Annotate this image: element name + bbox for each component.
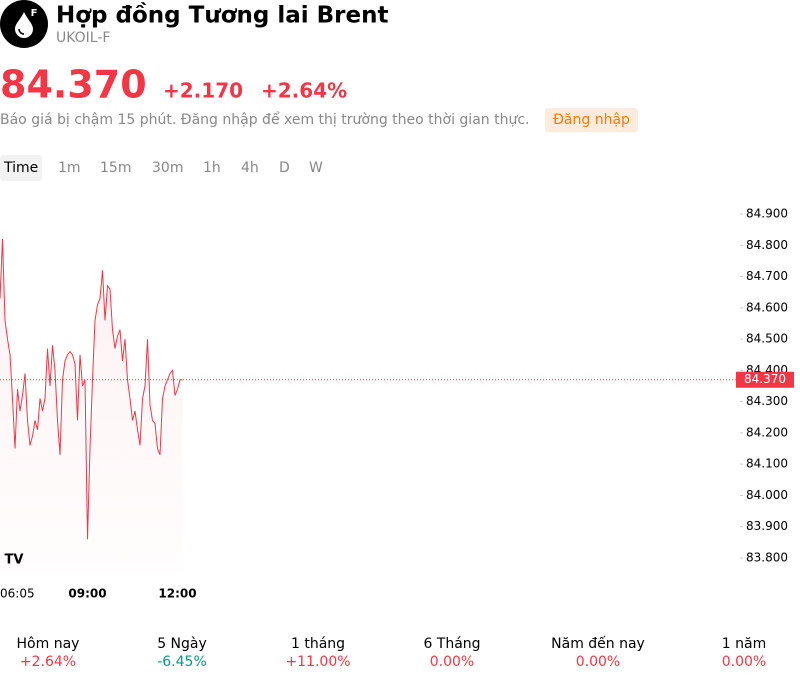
perf-value[interactable]: 0.00%	[576, 654, 620, 670]
perf-label[interactable]: 1 tháng	[291, 636, 345, 652]
x-tick-label: 06:05	[0, 587, 35, 601]
interval-tabs: Time 1m 15m 30m 1h 4h D W	[0, 155, 323, 181]
interval-tab[interactable]: Time	[3, 160, 38, 176]
y-tick-label: 84.300	[746, 394, 788, 408]
interval-tab[interactable]: D	[279, 160, 290, 176]
login-button[interactable]	[545, 108, 638, 132]
area	[0, 239, 183, 574]
y-tick-label: 84.800	[746, 238, 788, 252]
symbol: UKOIL-F	[56, 30, 110, 46]
y-tick-label: 84.900	[746, 207, 788, 221]
y-tick-label: 83.800	[746, 550, 788, 564]
perf-value[interactable]: 0.00%	[430, 654, 474, 670]
interval-tab[interactable]: 4h	[241, 160, 259, 176]
perf-value[interactable]: 0.00%	[722, 654, 766, 670]
logo-letter: F	[31, 8, 38, 19]
price-line	[0, 239, 183, 540]
y-tick-label: 84.200	[746, 425, 788, 439]
perf-label[interactable]: 6 Tháng	[423, 636, 480, 652]
perf-label[interactable]: 1 năm	[722, 636, 766, 652]
price: 84.370	[0, 63, 147, 107]
interval-tab[interactable]: 1h	[203, 160, 221, 176]
title: Hợp đồng Tương lai Brent	[56, 2, 388, 29]
tab-selected-bg[interactable]	[0, 155, 42, 181]
logo-shine	[18, 28, 25, 35]
chart: 83.80083.90084.00084.10084.20084.30084.4…	[0, 207, 794, 601]
performance-row: Hôm nay +2.64% 5 Ngày -6.45% 1 tháng +11.00% 6…	[17, 635, 767, 670]
change: +2.170	[163, 79, 243, 103]
y-tick-label: 84.000	[746, 488, 788, 502]
interval-tab[interactable]: 15m	[100, 160, 131, 176]
last-price-box	[736, 371, 794, 388]
y-tick-label: 84.100	[746, 457, 788, 471]
x-tick-label: 12:00	[158, 587, 196, 601]
interval-tab[interactable]: 1m	[58, 160, 81, 176]
last-price-label: 84.370	[744, 372, 786, 386]
perf-label[interactable]: 5 Ngày	[157, 636, 207, 652]
interval-tab[interactable]: 30m	[152, 160, 183, 176]
y-tick-label: 83.900	[746, 519, 788, 533]
x-tick-label: 09:00	[68, 587, 106, 601]
interval-tab[interactable]: W	[309, 160, 323, 176]
login-label[interactable]: Đăng nhập	[553, 112, 630, 128]
perf-value[interactable]: -6.45%	[157, 654, 207, 670]
y-tick-label: 84.700	[746, 269, 788, 283]
perf-label[interactable]: Năm đến nay	[551, 635, 645, 652]
y-tick-label: 84.600	[746, 300, 788, 314]
notice: Báo giá bị chậm 15 phút. Đăng nhập để xe…	[0, 111, 529, 128]
perf-value[interactable]: +11.00%	[285, 654, 350, 670]
change-percent: +2.64%	[261, 79, 347, 103]
y-tick-label: 84.500	[746, 332, 788, 346]
perf-label[interactable]: Hôm nay	[17, 636, 80, 652]
tv-logo: TV	[5, 553, 24, 568]
perf-value[interactable]: +2.64%	[20, 654, 76, 670]
